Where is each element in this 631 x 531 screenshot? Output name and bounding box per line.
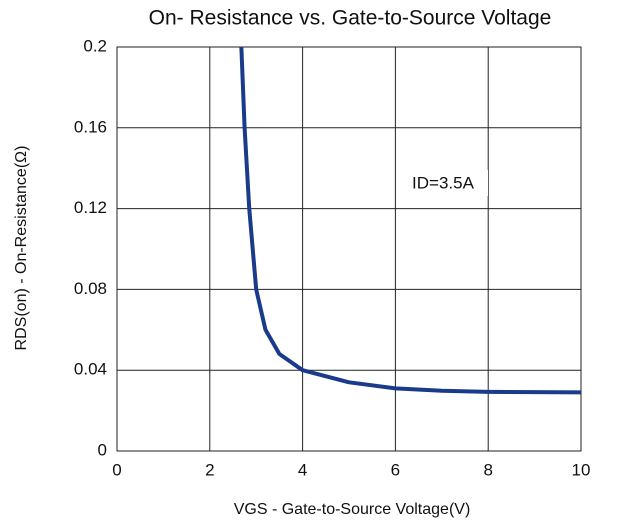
x-tick-label: 4	[298, 460, 307, 479]
y-tick-label: 0.16	[74, 117, 107, 136]
y-tick-label: 0.12	[74, 198, 107, 217]
x-axis-label: VGS - Gate-to-Source Voltage(V)	[234, 501, 471, 518]
annotation: ID=3.5A	[412, 173, 475, 192]
annotation-box	[398, 170, 488, 196]
x-tick-label: 10	[572, 460, 591, 479]
line-series	[239, 46, 582, 395]
x-tick-label: 2	[205, 460, 214, 479]
x-tick-label: 6	[391, 460, 400, 479]
chart-title: On- Resistance vs. Gate-to-Source Voltag…	[149, 7, 552, 30]
y-tick-label: 0.08	[74, 279, 107, 298]
y-axis-label: RDS(on) - On-Resistance(Ω)	[13, 146, 30, 351]
x-tick-label: 8	[483, 460, 492, 479]
y-tick-label: 0.2	[83, 36, 107, 55]
y-tick-label: 0.04	[74, 360, 107, 379]
y-tick-label: 0	[98, 440, 107, 459]
x-tick-label: 0	[112, 460, 121, 479]
